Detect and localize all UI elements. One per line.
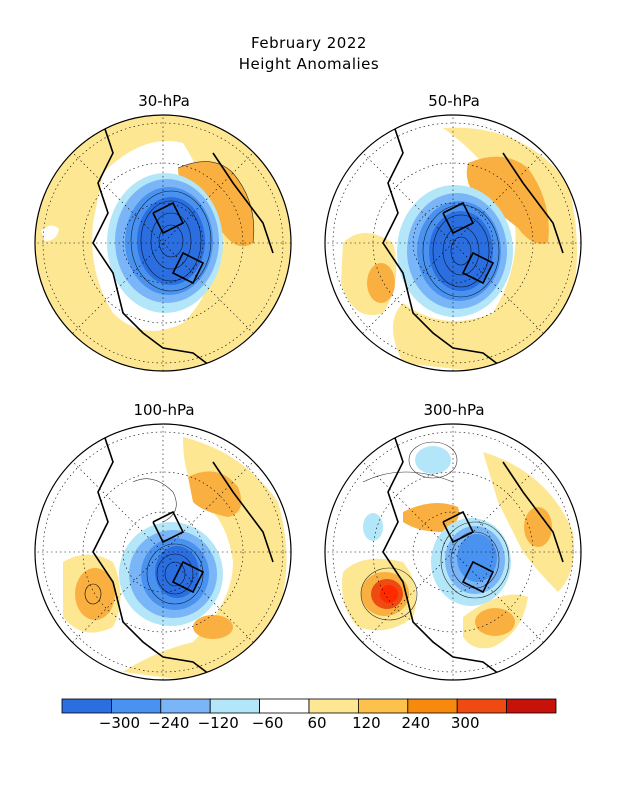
positive-anomaly-south — [193, 615, 233, 639]
coastlines — [382, 431, 564, 678]
contour-west — [84, 583, 102, 605]
panel-label-300hpa: 300-hPa — [423, 401, 485, 419]
colorbar-tick-label: 60 — [307, 714, 327, 732]
colorbar-swatch — [209, 698, 260, 714]
negative-anomaly-core — [429, 211, 493, 291]
colorbar-swatch — [61, 698, 112, 714]
negative-anomaly-core — [155, 546, 199, 598]
panel-label-100hpa: 100-hPa — [133, 401, 195, 419]
map-boundary — [324, 114, 582, 372]
figure-subtitle: Height Anomalies — [238, 55, 380, 73]
negative-anomaly-west — [363, 513, 383, 541]
neutral-region-small — [41, 225, 59, 241]
positive-anomaly-west-center — [367, 263, 395, 303]
coastlines — [382, 122, 564, 369]
positive-anomaly-northeast-center — [524, 507, 552, 547]
positive-anomaly-south — [475, 608, 515, 636]
colorbar-swatch — [357, 698, 409, 714]
contour-lines — [130, 161, 255, 292]
positive-anomaly-region — [123, 437, 287, 680]
colorbar-tick-label: 240 — [401, 714, 431, 732]
positive-anomaly-west-core — [380, 585, 398, 603]
contour-lines — [422, 204, 500, 298]
graticule — [35, 424, 291, 680]
colorbar-tick-label: 120 — [352, 714, 381, 732]
coastlines — [92, 122, 274, 369]
map-boundary — [34, 423, 292, 681]
colorbar-swatch — [308, 698, 359, 714]
negative-anomaly-core — [137, 197, 205, 285]
map-300hpa — [324, 423, 582, 681]
graticule — [325, 115, 581, 371]
colorbar-tick-label: −300 — [98, 714, 140, 732]
map-boundary — [34, 114, 292, 372]
map-30hpa — [34, 114, 292, 372]
positive-anomaly-center — [188, 471, 242, 517]
map-50hpa — [324, 114, 582, 372]
graticule — [35, 115, 291, 371]
panel-label-30hpa: 30-hPa — [138, 92, 190, 110]
colorbar-tick-label: −240 — [148, 714, 190, 732]
colorbar-tick-label: −120 — [197, 714, 239, 732]
positive-anomaly-center — [178, 161, 254, 247]
map-100hpa — [34, 423, 292, 681]
colorbar-swatch — [506, 698, 557, 714]
figure-title: February 2022 — [251, 34, 367, 52]
colorbar-swatch — [111, 698, 162, 714]
negative-anomaly-inner — [457, 534, 497, 582]
negative-anomaly-north — [415, 446, 451, 474]
positive-anomaly-center — [466, 156, 549, 244]
colorbar-tick-label: 300 — [450, 714, 480, 732]
map-boundary — [324, 423, 582, 681]
colorbar-swatch — [456, 698, 508, 714]
contour-lines — [132, 478, 204, 605]
panel-label-50hpa: 50-hPa — [428, 92, 480, 110]
colorbar-swatch — [407, 698, 458, 714]
colorbar-swatch — [160, 698, 211, 714]
colorbar-tick-label: −60 — [251, 714, 284, 732]
graticule — [325, 424, 581, 680]
colorbar-swatch — [259, 698, 310, 714]
coastlines — [92, 431, 274, 678]
